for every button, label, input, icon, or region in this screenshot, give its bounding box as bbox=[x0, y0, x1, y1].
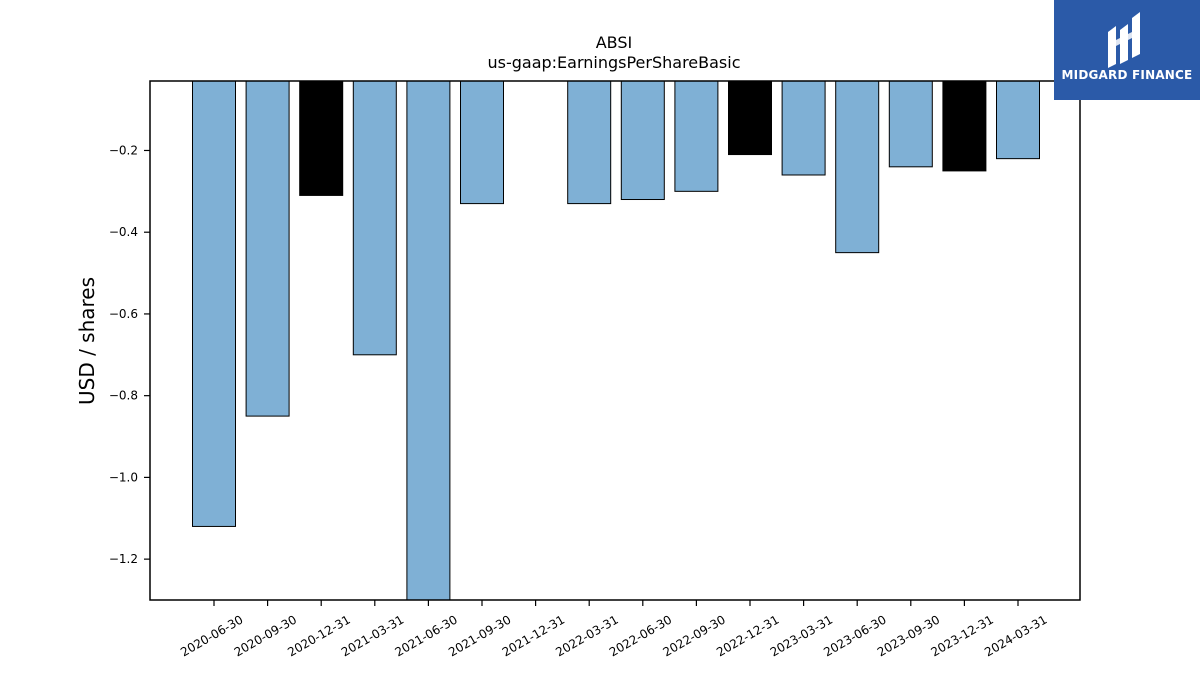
bar-2020-12-31 bbox=[299, 80, 344, 196]
y-tick-label: −0.6 bbox=[109, 307, 138, 321]
bar-2022-03-31 bbox=[567, 80, 612, 205]
bar-2021-09-30 bbox=[460, 80, 504, 205]
logo-text: MIDGARD FINANCE bbox=[1061, 68, 1193, 82]
y-tick-label: −1.2 bbox=[109, 552, 138, 566]
bar-2023-09-30 bbox=[888, 80, 933, 168]
chart-title: ABSI bbox=[596, 33, 633, 52]
bar-2023-06-30 bbox=[835, 80, 880, 254]
midgard-logo-icon bbox=[1108, 12, 1140, 68]
bar-2022-06-30 bbox=[620, 80, 665, 201]
midgard-finance-logo: MIDGARD FINANCE bbox=[1054, 0, 1200, 100]
bar-2021-03-31 bbox=[352, 80, 397, 356]
y-axis-label: USD / shares bbox=[75, 277, 99, 405]
y-tick-label: −0.2 bbox=[109, 143, 138, 157]
bars-group bbox=[192, 80, 1040, 601]
x-axis-ticks: 2020-06-302020-09-302020-12-312021-03-31… bbox=[178, 600, 1050, 659]
y-tick-label: −0.4 bbox=[109, 225, 138, 239]
bar-2022-12-31 bbox=[728, 80, 772, 156]
bar-2020-06-30 bbox=[192, 80, 236, 527]
bar-2023-03-31 bbox=[781, 80, 826, 176]
bar-2022-09-30 bbox=[674, 80, 719, 192]
bar-2021-06-30 bbox=[406, 80, 451, 601]
y-tick-label: −1.0 bbox=[109, 470, 138, 484]
bar-2023-12-31 bbox=[942, 80, 987, 172]
plot-frame bbox=[149, 80, 1081, 601]
chart-subtitle: us-gaap:EarningsPerShareBasic bbox=[487, 53, 740, 72]
bar-2024-03-31 bbox=[996, 80, 1040, 160]
y-axis-ticks: −0.2 −0.4 −0.6 −0.8 −1.0 −1.2 bbox=[109, 143, 150, 566]
y-tick-label: −0.8 bbox=[109, 389, 138, 403]
bar-2020-09-30 bbox=[245, 80, 290, 417]
